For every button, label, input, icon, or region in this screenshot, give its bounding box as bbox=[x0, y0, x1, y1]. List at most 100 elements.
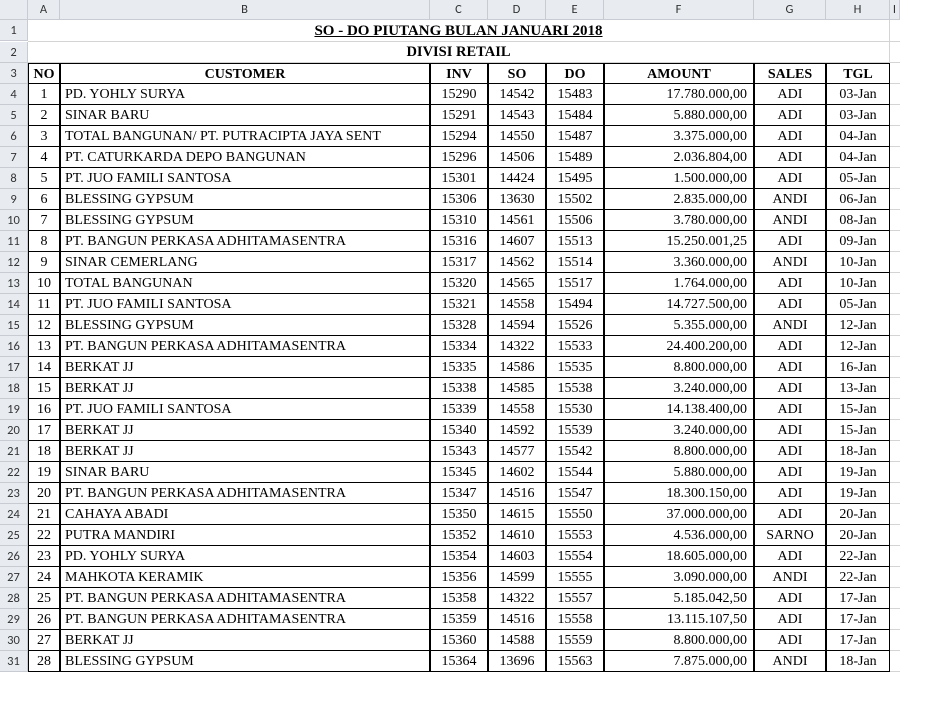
row-header-5[interactable]: 5 bbox=[0, 105, 28, 126]
cell-amount[interactable]: 8.800.000,00 bbox=[604, 441, 754, 462]
cell-customer[interactable]: BERKAT JJ bbox=[60, 630, 430, 651]
row-header-31[interactable]: 31 bbox=[0, 651, 28, 672]
cell-do[interactable]: 15554 bbox=[546, 546, 604, 567]
cell-i18[interactable] bbox=[890, 378, 900, 399]
cell-i19[interactable] bbox=[890, 399, 900, 420]
cell-sales[interactable]: ADI bbox=[754, 273, 826, 294]
cell-so[interactable]: 14424 bbox=[488, 168, 546, 189]
cell-customer[interactable]: PD. YOHLY SURYA bbox=[60, 84, 430, 105]
cell-inv[interactable]: 15320 bbox=[430, 273, 488, 294]
cell-inv[interactable]: 15343 bbox=[430, 441, 488, 462]
cell-tgl[interactable]: 12-Jan bbox=[826, 315, 890, 336]
cell-so[interactable]: 14585 bbox=[488, 378, 546, 399]
cell-no[interactable]: 28 bbox=[28, 651, 60, 672]
cell-no[interactable]: 25 bbox=[28, 588, 60, 609]
cell-sales[interactable]: ANDI bbox=[754, 315, 826, 336]
row-header-20[interactable]: 20 bbox=[0, 420, 28, 441]
cell-no[interactable]: 14 bbox=[28, 357, 60, 378]
cell-do[interactable]: 15494 bbox=[546, 294, 604, 315]
cell-do[interactable]: 15533 bbox=[546, 336, 604, 357]
row-header-23[interactable]: 23 bbox=[0, 483, 28, 504]
row-header-26[interactable]: 26 bbox=[0, 546, 28, 567]
cell-tgl[interactable]: 22-Jan bbox=[826, 567, 890, 588]
cell-so[interactable]: 14558 bbox=[488, 399, 546, 420]
cell-tgl[interactable]: 20-Jan bbox=[826, 525, 890, 546]
col-header-G[interactable]: G bbox=[754, 0, 826, 20]
cell-amount[interactable]: 5.355.000,00 bbox=[604, 315, 754, 336]
cell-so[interactable]: 13696 bbox=[488, 651, 546, 672]
cell-sales[interactable]: ADI bbox=[754, 588, 826, 609]
row-header-21[interactable]: 21 bbox=[0, 441, 28, 462]
cell-tgl[interactable]: 19-Jan bbox=[826, 462, 890, 483]
cell-customer[interactable]: PUTRA MANDIRI bbox=[60, 525, 430, 546]
cell-no[interactable]: 3 bbox=[28, 126, 60, 147]
cell-i27[interactable] bbox=[890, 567, 900, 588]
cell-so[interactable]: 14562 bbox=[488, 252, 546, 273]
row-header-13[interactable]: 13 bbox=[0, 273, 28, 294]
cell-customer[interactable]: PT. BANGUN PERKASA ADHITAMASENTRA bbox=[60, 336, 430, 357]
cell-inv[interactable]: 15338 bbox=[430, 378, 488, 399]
cell-tgl[interactable]: 04-Jan bbox=[826, 126, 890, 147]
cell-inv[interactable]: 15306 bbox=[430, 189, 488, 210]
cell-customer[interactable]: BLESSING GYPSUM bbox=[60, 210, 430, 231]
cell-amount[interactable]: 24.400.200,00 bbox=[604, 336, 754, 357]
cell-i10[interactable] bbox=[890, 210, 900, 231]
cell-customer[interactable]: BERKAT JJ bbox=[60, 420, 430, 441]
cell-no[interactable]: 4 bbox=[28, 147, 60, 168]
row-header-27[interactable]: 27 bbox=[0, 567, 28, 588]
cell-so[interactable]: 13630 bbox=[488, 189, 546, 210]
cell-customer[interactable]: CAHAYA ABADI bbox=[60, 504, 430, 525]
cell-no[interactable]: 16 bbox=[28, 399, 60, 420]
cell-tgl[interactable]: 15-Jan bbox=[826, 420, 890, 441]
spreadsheet-grid[interactable]: ABCDEFGHI1SO - DO PIUTANG BULAN JANUARI … bbox=[0, 0, 951, 672]
col-header-B[interactable]: B bbox=[60, 0, 430, 20]
cell-customer[interactable]: PT. JUO FAMILI SANTOSA bbox=[60, 168, 430, 189]
cell-tgl[interactable]: 10-Jan bbox=[826, 252, 890, 273]
cell-do[interactable]: 15542 bbox=[546, 441, 604, 462]
cell-amount[interactable]: 8.800.000,00 bbox=[604, 630, 754, 651]
cell-tgl[interactable]: 03-Jan bbox=[826, 105, 890, 126]
cell-no[interactable]: 2 bbox=[28, 105, 60, 126]
cell-customer[interactable]: MAHKOTA KERAMIK bbox=[60, 567, 430, 588]
cell-amount[interactable]: 14.138.400,00 bbox=[604, 399, 754, 420]
cell-sales[interactable]: ADI bbox=[754, 609, 826, 630]
cell-do[interactable]: 15489 bbox=[546, 147, 604, 168]
cell-so[interactable]: 14592 bbox=[488, 420, 546, 441]
cell-no[interactable]: 24 bbox=[28, 567, 60, 588]
cell-sales[interactable]: ADI bbox=[754, 84, 826, 105]
cell-no[interactable]: 8 bbox=[28, 231, 60, 252]
cell-inv[interactable]: 15345 bbox=[430, 462, 488, 483]
cell-so[interactable]: 14506 bbox=[488, 147, 546, 168]
cell-i5[interactable] bbox=[890, 105, 900, 126]
cell-customer[interactable]: SINAR CEMERLANG bbox=[60, 252, 430, 273]
cell-tgl[interactable]: 20-Jan bbox=[826, 504, 890, 525]
cell-no[interactable]: 7 bbox=[28, 210, 60, 231]
cell-i26[interactable] bbox=[890, 546, 900, 567]
cell-so[interactable]: 14588 bbox=[488, 630, 546, 651]
cell-no[interactable]: 6 bbox=[28, 189, 60, 210]
col-header-H[interactable]: H bbox=[826, 0, 890, 20]
cell-amount[interactable]: 3.780.000,00 bbox=[604, 210, 754, 231]
cell-so[interactable]: 14561 bbox=[488, 210, 546, 231]
cell-customer[interactable]: SINAR BARU bbox=[60, 462, 430, 483]
cell-customer[interactable]: SINAR BARU bbox=[60, 105, 430, 126]
row-header-18[interactable]: 18 bbox=[0, 378, 28, 399]
cell-amount[interactable]: 3.375.000,00 bbox=[604, 126, 754, 147]
cell-customer[interactable]: PT. BANGUN PERKASA ADHITAMASENTRA bbox=[60, 588, 430, 609]
cell-sales[interactable]: ADI bbox=[754, 357, 826, 378]
cell-tgl[interactable]: 04-Jan bbox=[826, 147, 890, 168]
cell-amount[interactable]: 8.800.000,00 bbox=[604, 357, 754, 378]
cell-no[interactable]: 15 bbox=[28, 378, 60, 399]
cell-inv[interactable]: 15296 bbox=[430, 147, 488, 168]
cell-sales[interactable]: ADI bbox=[754, 399, 826, 420]
cell-customer[interactable]: PT. BANGUN PERKASA ADHITAMASENTRA bbox=[60, 609, 430, 630]
cell-sales[interactable]: ADI bbox=[754, 420, 826, 441]
cell-sales[interactable]: SARNO bbox=[754, 525, 826, 546]
cell-do[interactable]: 15559 bbox=[546, 630, 604, 651]
cell-do[interactable]: 15513 bbox=[546, 231, 604, 252]
cell-amount[interactable]: 18.605.000,00 bbox=[604, 546, 754, 567]
cell-amount[interactable]: 13.115.107,50 bbox=[604, 609, 754, 630]
cell-i3[interactable] bbox=[890, 63, 900, 84]
cell-amount[interactable]: 1.764.000,00 bbox=[604, 273, 754, 294]
cell-sales[interactable]: ADI bbox=[754, 441, 826, 462]
